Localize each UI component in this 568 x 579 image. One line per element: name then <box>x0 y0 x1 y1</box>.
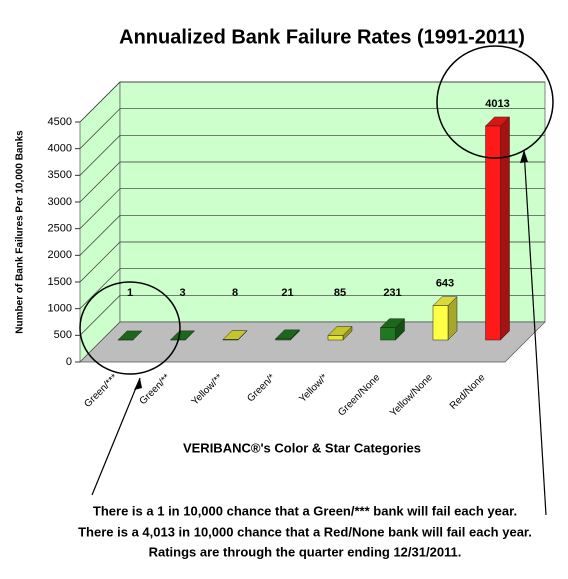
x-tick-label: Green/* <box>245 372 277 404</box>
arrowhead <box>134 378 142 390</box>
y-tick-label: 2500 <box>48 223 72 235</box>
value-label: 231 <box>383 287 401 299</box>
value-label: 8 <box>232 287 238 299</box>
value-label: 21 <box>281 287 293 299</box>
annotation: Ratings are through the quarter ending 1… <box>149 544 462 559</box>
y-tick-label: 3000 <box>48 196 72 208</box>
bar <box>276 339 291 340</box>
bar-side <box>501 117 510 340</box>
floor <box>80 322 545 362</box>
value-label: 4013 <box>485 98 509 110</box>
y-tick-label: 4500 <box>48 116 72 128</box>
x-axis-label: VERIBANC®'s Color & Star Categories <box>183 440 421 455</box>
value-label: 3 <box>179 287 185 299</box>
bar <box>328 335 343 340</box>
x-tick-label: Green/None <box>336 372 383 419</box>
y-tick-label: 4000 <box>48 143 72 155</box>
value-label: 643 <box>436 278 454 290</box>
x-tick-label: Yellow/* <box>297 372 330 405</box>
annotation: There is a 1 in 10,000 chance that a Gre… <box>93 503 517 518</box>
bar <box>433 306 448 340</box>
y-tick-label: 0 <box>66 356 72 368</box>
value-label: 1 <box>127 287 133 299</box>
y-tick-label: 1500 <box>48 276 72 288</box>
y-tick-label: 2000 <box>48 249 72 261</box>
x-tick-label: Green/*** <box>82 372 120 410</box>
y-tick-label: 3500 <box>48 169 72 181</box>
chart-title: Annualized Bank Failure Rates (1991-2011… <box>119 26 525 48</box>
y-tick-label: 1000 <box>48 303 72 315</box>
left-wall <box>80 82 120 362</box>
x-tick-label: Yellow/None <box>388 372 435 419</box>
x-tick-label: Yellow/** <box>190 372 226 408</box>
x-tick-label: Green/** <box>138 372 173 407</box>
bar <box>381 328 396 340</box>
y-tick-label: 500 <box>54 329 72 341</box>
annotation: There is a 4,013 in 10,000 chance that a… <box>78 524 532 539</box>
value-label: 85 <box>334 287 346 299</box>
y-axis-label: Number of Bank Failures Per 10,000 Banks <box>15 130 26 334</box>
x-tick-label: Red/None <box>448 372 488 412</box>
